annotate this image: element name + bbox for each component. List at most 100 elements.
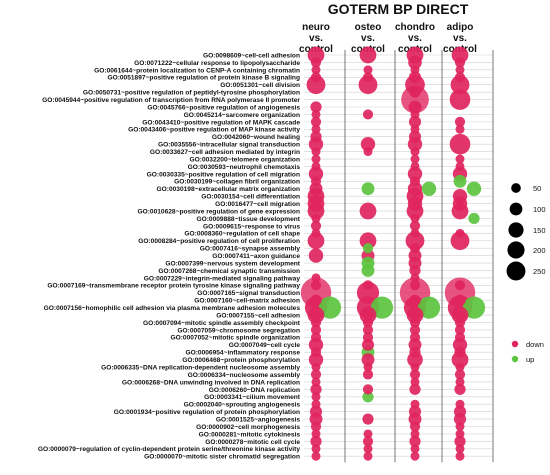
term-label: GO:0033627~cell adhesion mediated by int… — [150, 149, 300, 156]
bubble-down — [454, 324, 466, 336]
bubble-down — [359, 306, 377, 324]
bubble-down — [311, 213, 321, 223]
bubble-down — [362, 332, 374, 343]
bubble-down — [410, 109, 420, 119]
term-label: GO:0007094~mitotic spindle assembly chec… — [143, 320, 301, 327]
bubble-up — [421, 181, 437, 196]
bubble-down — [451, 46, 469, 64]
bubble-down — [453, 413, 467, 426]
term-label: GO:0030199~collagen fibril organization — [174, 179, 300, 186]
bubble-down — [454, 317, 466, 328]
bubble-down — [362, 109, 374, 120]
bubble-down — [410, 147, 420, 157]
bubble-down — [310, 294, 322, 306]
term-labels: GO:0098609~cell-cell adhesionGO:0071222~… — [38, 52, 301, 460]
bubble-down — [363, 65, 373, 75]
term-label: GO:0009888~tissue development — [196, 216, 300, 223]
term-label: GO:0051897~positive regulation of protei… — [107, 75, 300, 82]
bubble-down — [410, 65, 420, 75]
bubble-down — [310, 176, 322, 187]
bubble-down — [449, 89, 471, 110]
term-label: GO:0010628~positive regulation of gene e… — [137, 208, 300, 215]
bubble-down — [410, 429, 420, 439]
bubble-down — [409, 176, 421, 187]
bubble-down — [311, 161, 321, 171]
term-label: GO:0045214~sarcomere organization — [184, 112, 300, 119]
bubble-down — [310, 57, 322, 68]
direction-legend-label: up — [526, 355, 534, 364]
size-legend-label: 250 — [533, 267, 546, 276]
bubble-down — [306, 75, 326, 95]
term-label: GO:0007229~integrin-mediated signaling p… — [144, 275, 301, 282]
bubble-down — [307, 202, 325, 220]
bubble-down — [309, 405, 323, 418]
bubble-up — [361, 182, 375, 196]
bubble-down — [452, 196, 468, 211]
bubble-down — [408, 71, 422, 84]
term-label: GO:0043410~positive regulation of MAPK c… — [142, 119, 300, 126]
term-label: GO:0001525~angiogenesis — [216, 416, 300, 423]
bubble-up — [318, 296, 342, 319]
bubble-up — [453, 174, 467, 188]
bubble-down — [310, 131, 322, 143]
bubble-down — [310, 347, 322, 358]
bubble-down — [307, 232, 325, 250]
bubble-down — [362, 324, 374, 336]
bubble-down — [409, 86, 421, 98]
column-header-line: chondro — [395, 22, 435, 33]
term-label: GO:0007160~cell-matrix adhesion — [194, 298, 300, 305]
bubble-down — [362, 436, 374, 447]
term-label: GO:0051301~cell division — [220, 82, 300, 89]
size-legend-label: 50 — [533, 184, 541, 193]
bubble-down — [454, 346, 466, 358]
bubble-down — [310, 72, 322, 83]
bubble-down — [409, 243, 421, 254]
column-dividers — [344, 50, 494, 463]
column-header-line: vs. — [408, 33, 422, 44]
bubble-down — [410, 213, 420, 223]
bubble-up — [362, 391, 374, 403]
bubble-down — [455, 161, 465, 171]
bubble-down — [308, 352, 324, 367]
column-header-line: osteo — [355, 22, 382, 33]
bubble-down — [454, 332, 466, 343]
term-label: GO:0007411~axon guidance — [212, 253, 300, 260]
bubble-down — [309, 182, 323, 196]
bubble-down — [455, 451, 465, 461]
term-label: GO:0061644~protein localization to CENP-… — [94, 67, 300, 74]
bubble-up — [468, 212, 480, 225]
bubble-down — [311, 399, 321, 409]
bubble-up — [362, 243, 374, 254]
term-label: GO:0009615~response to virus — [203, 223, 300, 230]
term-label: GO:0000281~mitotic cytokinesis — [199, 431, 301, 438]
bubble-down — [454, 369, 466, 380]
bubble-down — [310, 220, 322, 231]
bubble-down — [454, 294, 466, 306]
term-label: GO:0007156~homophilic cell adhesion via … — [44, 305, 301, 312]
bubble-up — [417, 296, 441, 319]
term-label: GO:0050731~positive regulation of peptid… — [83, 90, 300, 97]
bubble-down — [307, 46, 325, 64]
size-legend-label: 200 — [533, 246, 546, 255]
term-label: GO:0030335~positive regulation of cell m… — [147, 171, 300, 178]
bubble-down — [363, 429, 373, 439]
bubble-down — [410, 362, 420, 372]
bubble-down — [409, 332, 421, 343]
term-label: GO:0000278~mitotic cell cycle — [205, 439, 300, 446]
bubble-down — [311, 109, 321, 119]
bubble-down — [408, 55, 422, 70]
term-label: GO:0007049~cell cycle — [229, 342, 301, 349]
bubble-down — [410, 399, 420, 409]
term-label: GO:0007416~synapse assembly — [200, 246, 301, 253]
bubble-up — [361, 264, 375, 277]
term-label: GO:0043406~positive regulation of MAP ki… — [128, 127, 300, 134]
bubble-down — [454, 72, 466, 83]
bubble-down — [359, 202, 377, 220]
bubble-down — [449, 133, 471, 155]
direction-legend-dot-down — [511, 340, 519, 348]
bubble-down — [454, 57, 466, 68]
bubble-down — [360, 136, 376, 152]
bubble-down — [410, 161, 420, 171]
bubble-down — [455, 154, 465, 164]
bubble-down — [410, 377, 420, 387]
